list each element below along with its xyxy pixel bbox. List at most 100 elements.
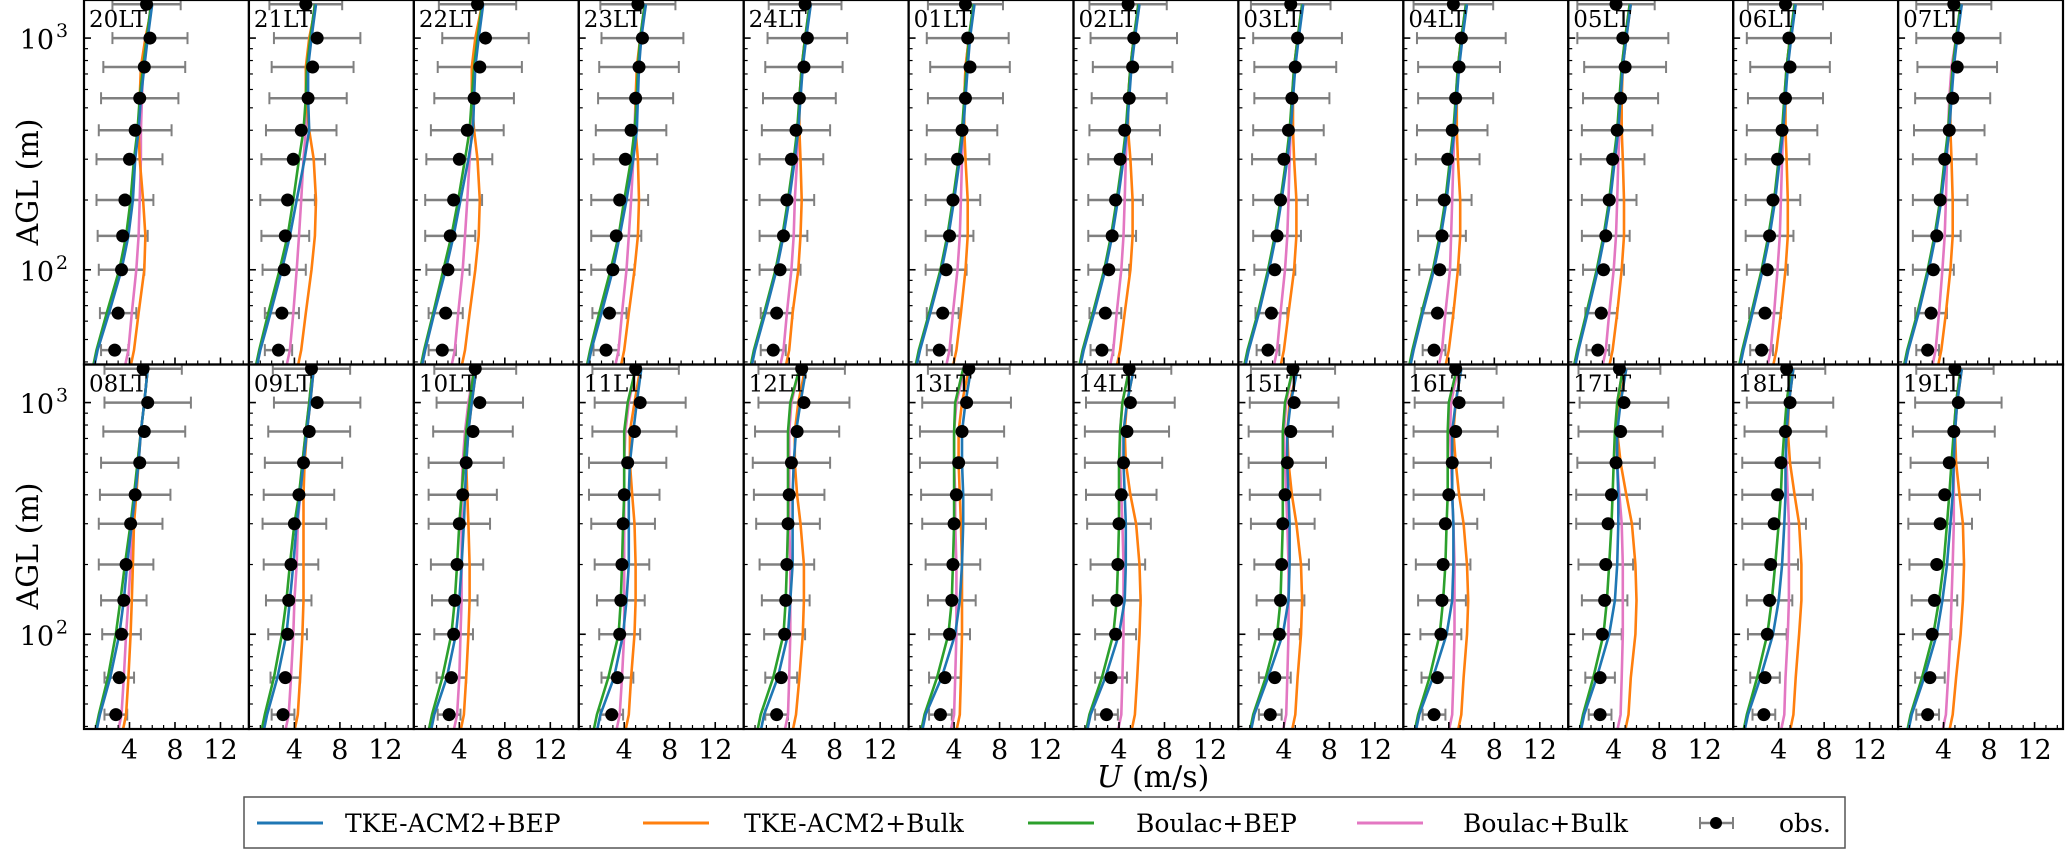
panel-05LT: 05LT xyxy=(1567,0,1735,366)
obs-point xyxy=(1454,31,1468,45)
x-tick-label: 12 xyxy=(863,735,897,766)
x-tick-label: 8 xyxy=(166,735,183,766)
obs-point xyxy=(800,31,814,45)
obs-point xyxy=(1114,488,1128,502)
obs-point xyxy=(108,343,122,357)
obs-point xyxy=(1276,517,1290,531)
obs-point xyxy=(781,517,795,531)
panel-plot-area xyxy=(1408,0,1507,365)
obs-point xyxy=(945,593,959,607)
panel-frame xyxy=(412,363,580,731)
obs-point xyxy=(1110,593,1124,607)
panel-label: 07LT xyxy=(1903,7,1962,33)
obs-point xyxy=(1782,31,1796,45)
obs-point xyxy=(459,456,473,470)
obs-point xyxy=(1270,229,1284,243)
panel-plot-area xyxy=(585,0,685,365)
panel-label: 01LT xyxy=(914,7,973,33)
obs-point xyxy=(1921,708,1935,722)
panel-10LT: 10LT 4 8 12 xyxy=(412,363,580,766)
obs-point xyxy=(1783,60,1797,74)
obs-point xyxy=(1280,456,1294,470)
obs-point xyxy=(450,558,464,572)
legend-label: TKE-ACM2+BEP xyxy=(345,809,561,838)
obs-point xyxy=(1105,229,1119,243)
obs-point xyxy=(1120,425,1134,439)
obs-point xyxy=(1430,306,1444,320)
obs-point xyxy=(1604,488,1618,502)
panel-label: 10LT xyxy=(419,372,478,398)
obs-point xyxy=(286,152,300,166)
obs-point xyxy=(1442,488,1456,502)
obs-point xyxy=(932,343,946,357)
obs-point xyxy=(1109,627,1123,641)
obs-point xyxy=(1268,263,1282,277)
obs-point xyxy=(447,627,461,641)
panel-frame xyxy=(412,0,580,366)
obs-point xyxy=(613,193,627,207)
panel-label: 12LT xyxy=(749,372,808,398)
obs-point xyxy=(122,152,136,166)
panel-22LT: 22LT xyxy=(412,0,580,366)
obs-point xyxy=(766,343,780,357)
obs-point xyxy=(1921,343,1935,357)
panel-frame xyxy=(1732,0,1900,366)
obs-point xyxy=(143,31,157,45)
x-tick-label: 12 xyxy=(1193,735,1227,766)
obs-point xyxy=(1614,91,1628,105)
obs-point xyxy=(116,229,130,243)
obs-point xyxy=(292,488,306,502)
obs-point xyxy=(599,343,613,357)
obs-point xyxy=(1758,306,1772,320)
obs-point xyxy=(790,425,804,439)
x-tick-label: 8 xyxy=(1486,735,1503,766)
legend-item-tke-acm2-bep: TKE-ACM2+BEP xyxy=(257,809,561,838)
obs-point xyxy=(1763,229,1777,243)
obs-point xyxy=(1435,229,1449,243)
obs-point xyxy=(1288,60,1302,74)
obs-point xyxy=(306,60,320,74)
x-tick-label: 12 xyxy=(1358,735,1392,766)
obs-point xyxy=(1287,396,1301,410)
legend-item-tke-acm2-bulk: TKE-ACM2+Bulk xyxy=(643,809,965,838)
obs-point xyxy=(1758,671,1772,685)
obs-point xyxy=(1436,558,1450,572)
panel-frame xyxy=(907,363,1075,731)
y-axis-label-top: AGL (m) xyxy=(11,119,46,247)
y-tick-exponent: 3 xyxy=(56,20,68,42)
obs-point xyxy=(1427,708,1441,722)
obs-point xyxy=(1602,193,1616,207)
obs-point xyxy=(1778,0,1792,11)
boulac-bep-line xyxy=(756,368,801,729)
obs-point xyxy=(1771,488,1785,502)
obs-point xyxy=(1947,0,1961,11)
x-tick-label: 4 xyxy=(1275,735,1292,766)
panel-plot-area xyxy=(1412,364,1505,729)
obs-point xyxy=(1612,364,1626,376)
obs-point xyxy=(631,0,645,11)
panel-03LT: 03LT xyxy=(1237,0,1405,366)
boulac-bep-line xyxy=(1248,368,1295,729)
obs-point xyxy=(1273,193,1287,207)
obs-point xyxy=(1774,456,1788,470)
obs-point xyxy=(629,91,643,105)
obs-point xyxy=(1435,593,1449,607)
obs-point xyxy=(1755,343,1769,357)
obs-point xyxy=(1284,425,1298,439)
obs-point xyxy=(473,60,487,74)
obs-point xyxy=(124,517,138,531)
panel-01LT: 01LT xyxy=(907,0,1075,366)
x-tick-label: 12 xyxy=(533,735,567,766)
boulac-bep-line xyxy=(1578,368,1625,729)
panel-23LT: 23LT xyxy=(577,0,745,366)
obs-point xyxy=(1946,91,1960,105)
obs-point xyxy=(773,263,787,277)
obs-point xyxy=(1098,306,1112,320)
obs-point xyxy=(1599,558,1613,572)
obs-point xyxy=(1449,91,1463,105)
panel-frame xyxy=(1072,0,1240,366)
boulac-bep-line xyxy=(427,368,476,729)
obs-point xyxy=(277,263,291,277)
